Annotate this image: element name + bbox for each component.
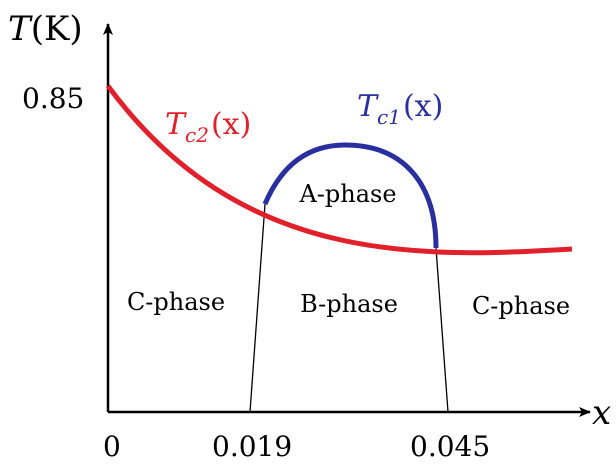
left-boundary-line — [249, 203, 266, 413]
region-c-phase-right: C-phase — [472, 292, 570, 320]
x-tick-0.045: 0.045 — [410, 430, 490, 463]
region-a-phase: A-phase — [298, 180, 396, 208]
y-axis-label: T(K) — [8, 9, 83, 49]
tc2-curve — [105, 84, 573, 256]
y-tick-0.85: 0.85 — [22, 82, 84, 115]
x-tick-0: 0 — [103, 430, 121, 463]
tc1-label: Tc1(x) — [357, 89, 443, 129]
right-boundary-line — [435, 247, 449, 413]
region-c-phase-left: C-phase — [127, 288, 225, 316]
tc2-label: Tc2(x) — [165, 107, 251, 147]
region-b-phase: B-phase — [300, 290, 398, 318]
x-axis-label: x — [592, 393, 611, 433]
x-tick-0.019: 0.019 — [212, 430, 292, 463]
tc1-curve — [262, 142, 439, 249]
